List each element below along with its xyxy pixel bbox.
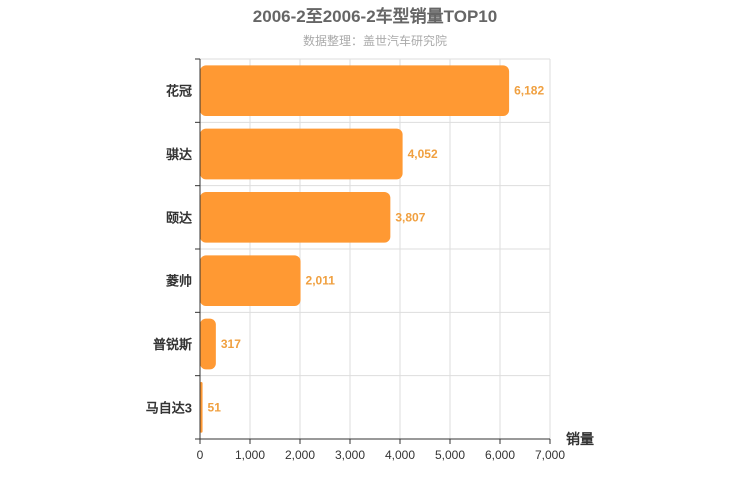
x-tick-label: 0 [197, 448, 204, 462]
category-label: 花冠 [166, 84, 192, 99]
category-label: 骐达 [166, 147, 192, 162]
bar-value-label: 3,807 [395, 210, 425, 224]
bar-value-label: 2,011 [306, 274, 336, 288]
x-tick-label: 5,000 [435, 448, 465, 462]
bar [200, 382, 203, 433]
chart-subtitle: 数据整理：盖世汽车研究院 [303, 33, 447, 48]
bars: 6,182 4,052 3,807 2,011 317 51 [200, 65, 544, 433]
x-tick-label: 1,000 [235, 448, 265, 462]
x-tick-label: 3,000 [335, 448, 365, 462]
bar [200, 65, 510, 116]
category-label: 马自达3 [146, 400, 192, 415]
bar-value-label: 317 [221, 337, 241, 351]
bar [200, 255, 301, 306]
category-label: 普锐斯 [153, 337, 192, 352]
bar-value-label: 6,182 [514, 84, 544, 98]
chart-title: 2006-2至2006-2车型销量TOP10 [253, 6, 497, 26]
x-axis-name: 销量 [566, 431, 594, 447]
x-tick-label: 4,000 [385, 448, 415, 462]
bar [200, 318, 216, 370]
x-tick-label: 7,000 [535, 448, 565, 462]
x-tick-label: 2,000 [285, 448, 315, 462]
category-label: 颐达 [166, 210, 192, 225]
bar-value-label: 4,052 [408, 147, 438, 161]
bar-value-label: 51 [208, 400, 222, 414]
bar [200, 192, 391, 243]
category-label: 菱帅 [166, 274, 192, 289]
bar [200, 128, 403, 180]
x-tick-label: 6,000 [485, 448, 515, 462]
grid [199, 58, 551, 440]
